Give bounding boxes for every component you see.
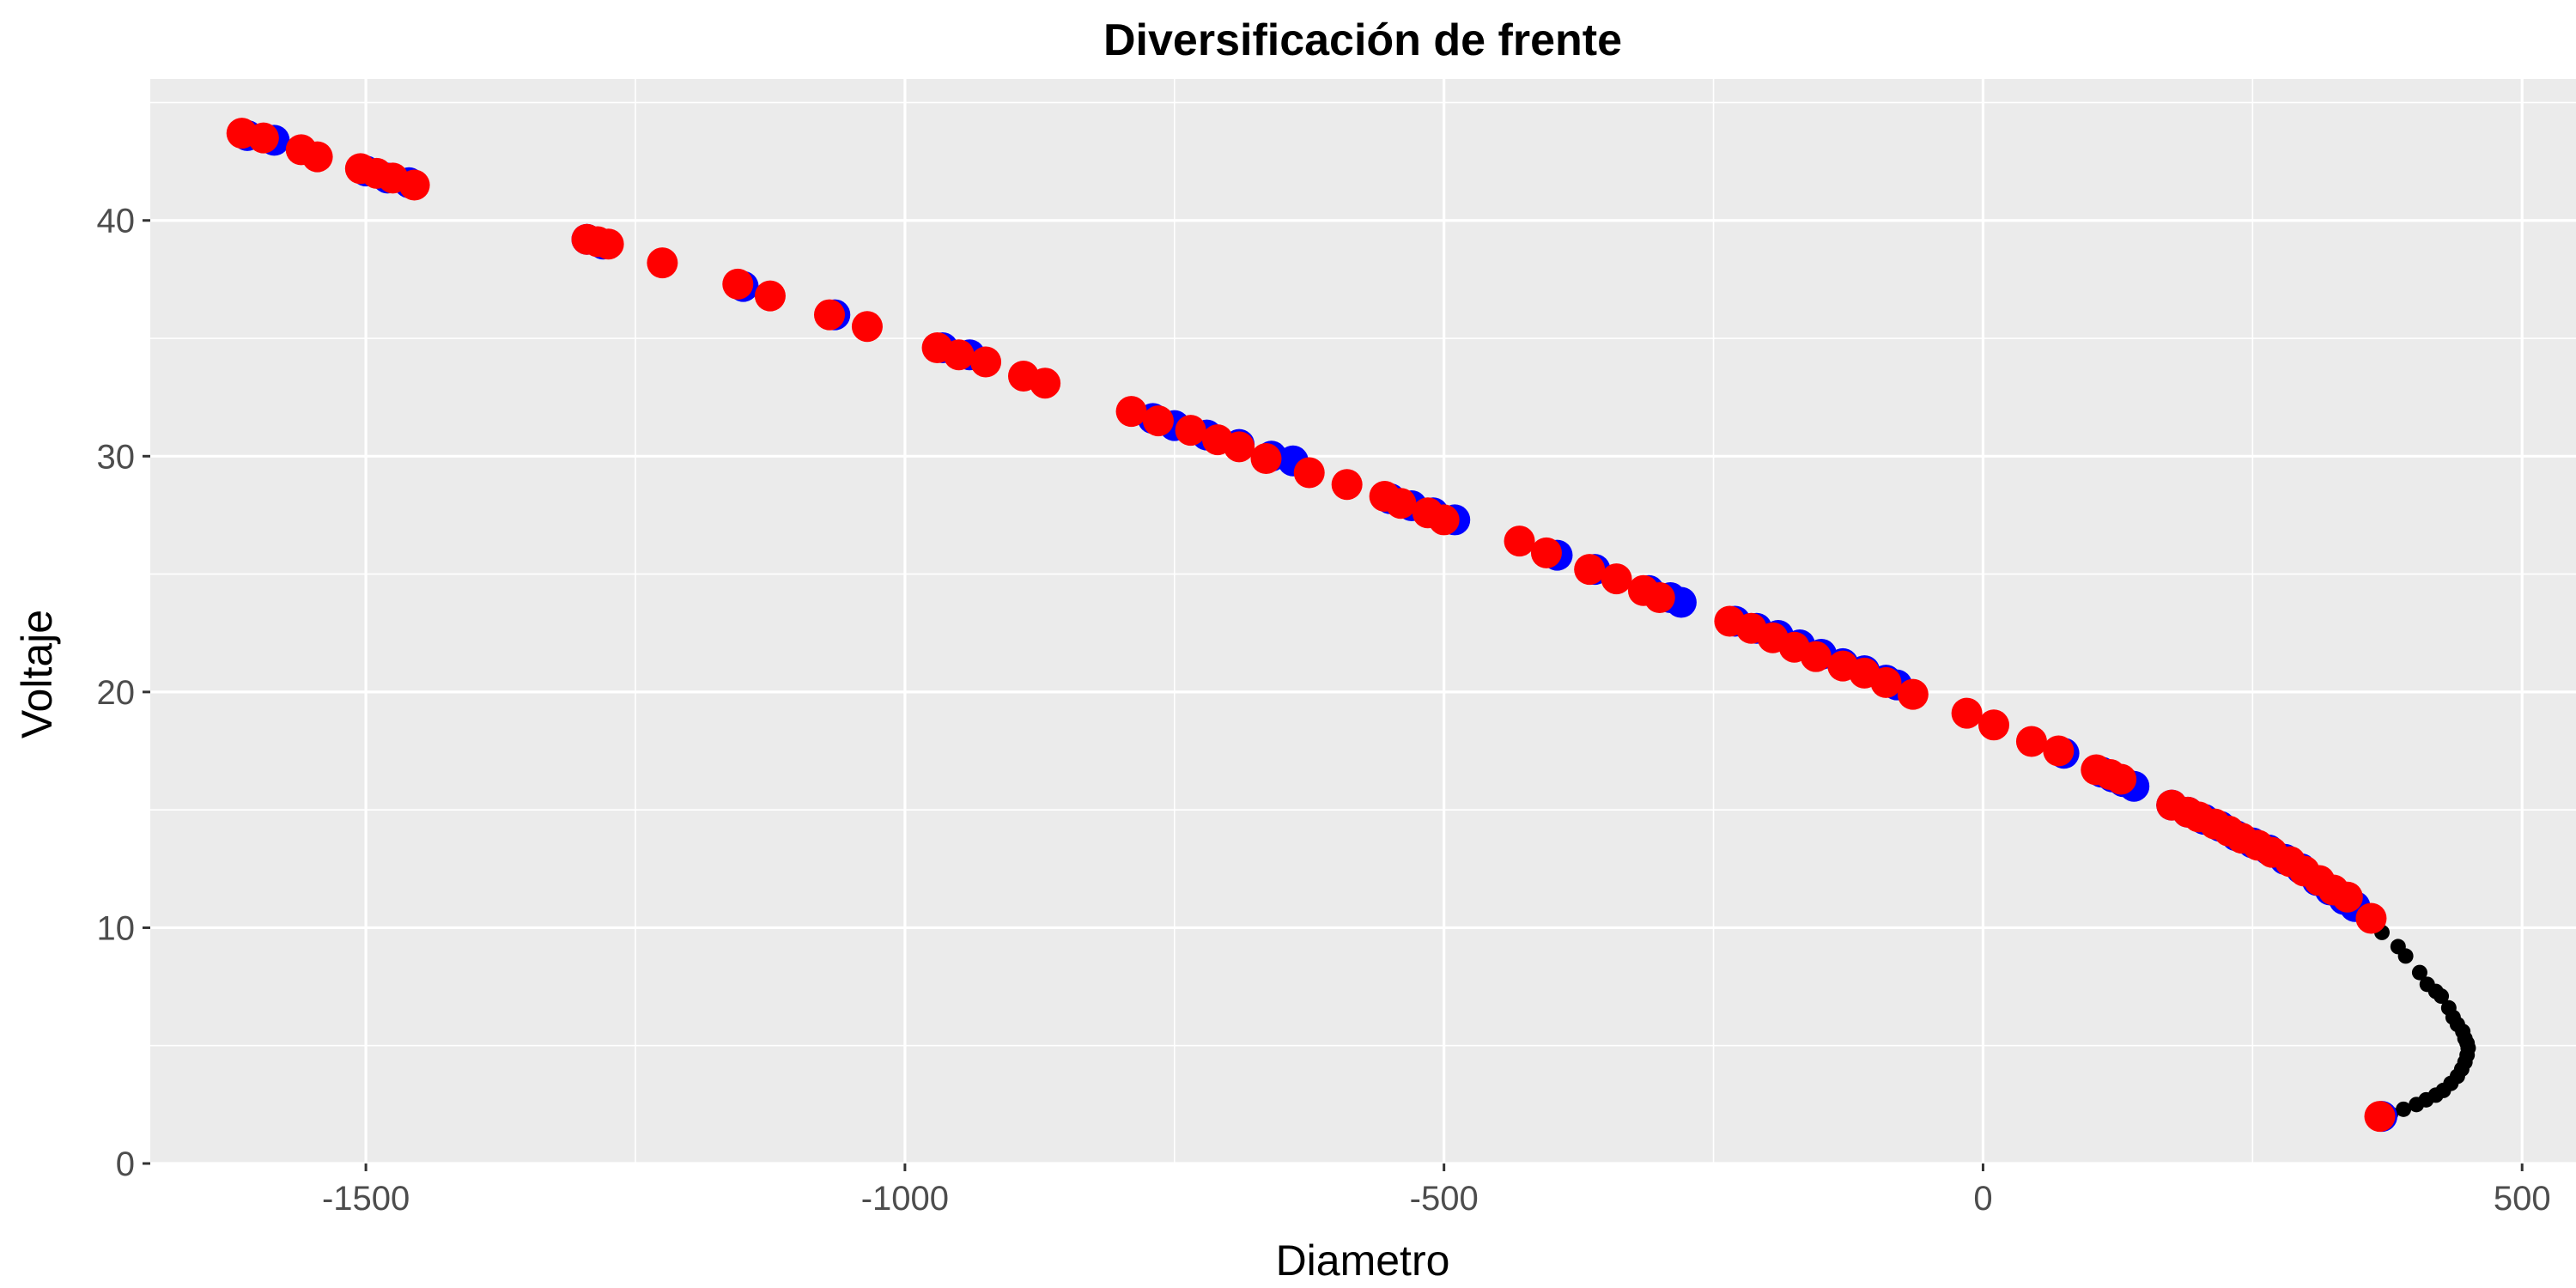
data-point	[1951, 697, 1983, 729]
data-point	[2105, 763, 2137, 795]
data-point	[1331, 469, 1363, 501]
data-point	[943, 339, 975, 371]
y-tick-label: 40	[97, 203, 136, 240]
data-point	[1030, 368, 1061, 399]
x-tick-label: -1500	[322, 1180, 410, 1218]
data-point	[2043, 735, 2075, 767]
data-point	[1870, 666, 1902, 698]
y-tick-label: 20	[97, 674, 136, 712]
data-point	[1293, 457, 1325, 489]
data-point	[1504, 526, 1535, 557]
chart-title: Diversificación de frente	[1103, 15, 1622, 65]
x-axis-label: Diametro	[1276, 1236, 1450, 1285]
data-point	[754, 280, 786, 312]
data-point	[851, 311, 883, 343]
data-point	[1574, 554, 1606, 586]
data-point	[1800, 641, 1832, 672]
data-point	[814, 299, 845, 331]
data-point	[2397, 948, 2414, 964]
data-points	[226, 118, 2476, 1133]
y-tick-label: 10	[97, 909, 136, 947]
data-point	[2364, 1101, 2396, 1133]
data-point	[1115, 396, 1147, 428]
data-point	[647, 247, 678, 279]
data-point	[398, 169, 430, 201]
data-point	[2015, 726, 2047, 757]
data-point	[247, 122, 279, 154]
data-point	[2396, 1101, 2412, 1117]
data-point	[2411, 964, 2427, 981]
data-point	[970, 346, 1002, 378]
axes: -1500 -1000 -500 0 500 0 10 20 30 40	[97, 203, 2551, 1218]
data-point	[2433, 988, 2450, 1005]
x-tick-label: 0	[1973, 1180, 1992, 1218]
y-axis-label: Voltaje	[13, 610, 61, 738]
data-point	[592, 228, 624, 260]
data-point	[1175, 415, 1206, 447]
y-tick-label: 0	[116, 1145, 135, 1183]
y-tick-label: 30	[97, 438, 136, 476]
x-tick-label: 500	[2494, 1180, 2551, 1218]
plot-panel	[150, 79, 2576, 1163]
data-point	[1978, 709, 2009, 741]
grid-lines	[150, 79, 2576, 1165]
data-point	[2409, 1097, 2425, 1113]
data-point	[1643, 582, 1675, 614]
data-point	[1250, 443, 1282, 475]
data-point	[1428, 504, 1460, 536]
data-point	[2355, 902, 2387, 934]
x-tick-label: -1000	[861, 1180, 949, 1218]
data-point	[2331, 881, 2363, 913]
x-tick-label: -500	[1410, 1180, 1479, 1218]
data-point	[722, 268, 754, 300]
data-point	[1385, 488, 1417, 519]
data-point	[1530, 537, 1562, 568]
data-point	[301, 141, 333, 173]
data-point	[1601, 563, 1632, 595]
data-point	[1897, 678, 1929, 710]
data-point	[1224, 431, 1255, 463]
data-point	[1142, 405, 1174, 437]
